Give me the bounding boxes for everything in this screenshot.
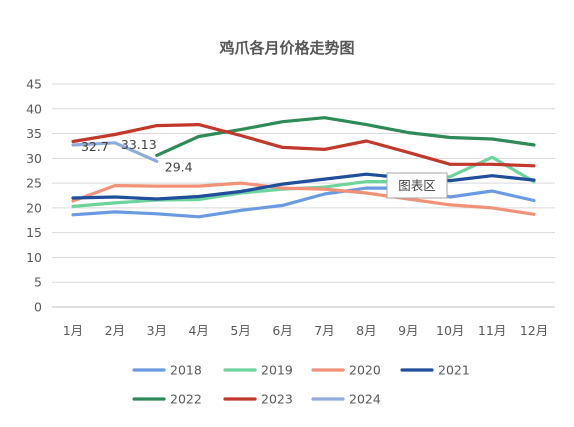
legend-item-2023: 2023 [223, 392, 293, 407]
legend-label: 2019 [261, 363, 293, 378]
legend-item-2020: 2020 [311, 363, 381, 378]
y-tick-label: 20 [26, 200, 42, 215]
y-tick-label: 25 [26, 176, 42, 191]
legend-label: 2021 [438, 363, 470, 378]
series-line-2023 [71, 123, 536, 168]
legend-item-2019: 2019 [223, 363, 293, 378]
legend-item-2018: 2018 [132, 363, 202, 378]
x-tick-label: 3月 [147, 323, 167, 338]
y-axis: 0 5 10 15 20 25 30 35 40 45 [26, 77, 42, 315]
x-tick-label: 2月 [105, 323, 125, 338]
legend-label: 2023 [261, 392, 293, 407]
legend-label: 2024 [349, 392, 381, 407]
tooltip-box [386, 172, 448, 199]
y-tick-label: 0 [34, 300, 42, 315]
series-line-2022 [155, 116, 536, 157]
y-tick-label: 45 [26, 77, 42, 92]
series-line-2020 [71, 181, 536, 216]
legend-item-2021: 2021 [400, 363, 470, 378]
y-tick-label: 5 [34, 275, 42, 290]
y-tick-label: 35 [26, 126, 42, 141]
x-tick-label: 7月 [314, 323, 334, 338]
data-label: 29.4 [165, 159, 193, 174]
x-tick-label: 1月 [63, 323, 83, 338]
x-tick-label: 8月 [356, 323, 376, 338]
y-tick-label: 30 [26, 151, 42, 166]
x-tick-label: 12月 [520, 323, 548, 338]
series-line-2021 [71, 172, 536, 201]
legend: 2018 2019 2020 2021 2022 2023 2024 [132, 363, 470, 407]
data-label: 33.13 [121, 137, 157, 152]
series-line-2018 [71, 186, 536, 219]
series-line-2024 [71, 141, 159, 163]
x-tick-label: 4月 [188, 323, 208, 338]
chart-area-tooltip: 图表区 [386, 172, 448, 199]
y-tick-label: 40 [26, 101, 42, 116]
legend-item-2022: 2022 [132, 392, 202, 407]
data-label: 32.7 [81, 139, 109, 154]
legend-label: 2018 [170, 363, 202, 378]
legend-label: 2022 [170, 392, 202, 407]
x-tick-label: 6月 [272, 323, 292, 338]
x-tick-label: 11月 [478, 323, 506, 338]
grid-lines [52, 83, 555, 308]
x-tick-label: 9月 [398, 323, 418, 338]
legend-item-2024: 2024 [311, 392, 381, 407]
x-tick-label: 5月 [230, 323, 250, 338]
data-labels: 32.7 33.13 29.4 [81, 137, 193, 174]
x-tick-label: 10月 [436, 323, 464, 338]
y-tick-label: 10 [26, 250, 42, 265]
series-lines [71, 116, 536, 219]
chart-title: 鸡爪各月价格走势图 [218, 39, 354, 57]
x-axis: 1月 2月 3月 4月 5月 6月 7月 8月 9月 10月 11月 12月 [63, 323, 549, 338]
y-tick-label: 15 [26, 225, 42, 240]
tooltip-text: 图表区 [398, 178, 436, 193]
legend-label: 2020 [349, 363, 381, 378]
